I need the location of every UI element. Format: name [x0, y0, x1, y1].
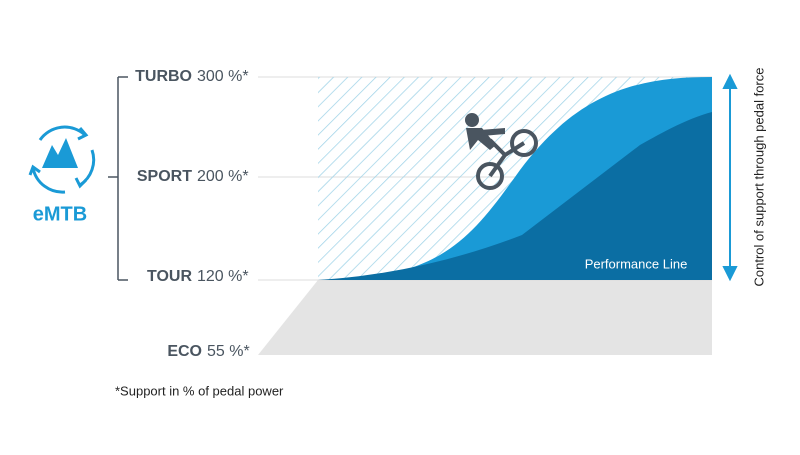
bracket — [108, 76, 128, 281]
mode-label: eMTB — [33, 203, 87, 225]
level-value: 55 %* — [207, 343, 250, 360]
curve-label: Performance Line — [585, 256, 688, 271]
rider-body — [465, 113, 505, 150]
level-value: 200 %* — [197, 168, 249, 185]
footnote: *Support in % of pedal power — [115, 383, 284, 398]
level-name: ECO — [167, 343, 202, 360]
mountain-icon — [42, 138, 78, 168]
level-name: TURBO — [135, 68, 192, 85]
axis-label: Control of support through pedal force — [751, 68, 766, 287]
eco-area — [258, 280, 712, 355]
performance-core — [318, 112, 712, 280]
level-value: 120 %* — [197, 268, 249, 285]
level-labels: TURBO 300 %* SPORT 200 %* TOUR 120 %* EC… — [135, 68, 250, 360]
emtb-icon — [28, 125, 96, 194]
level-name: TOUR — [147, 268, 192, 285]
level-value: 300 %* — [197, 68, 249, 85]
level-name: SPORT — [137, 168, 192, 185]
control-arrow — [722, 73, 738, 282]
